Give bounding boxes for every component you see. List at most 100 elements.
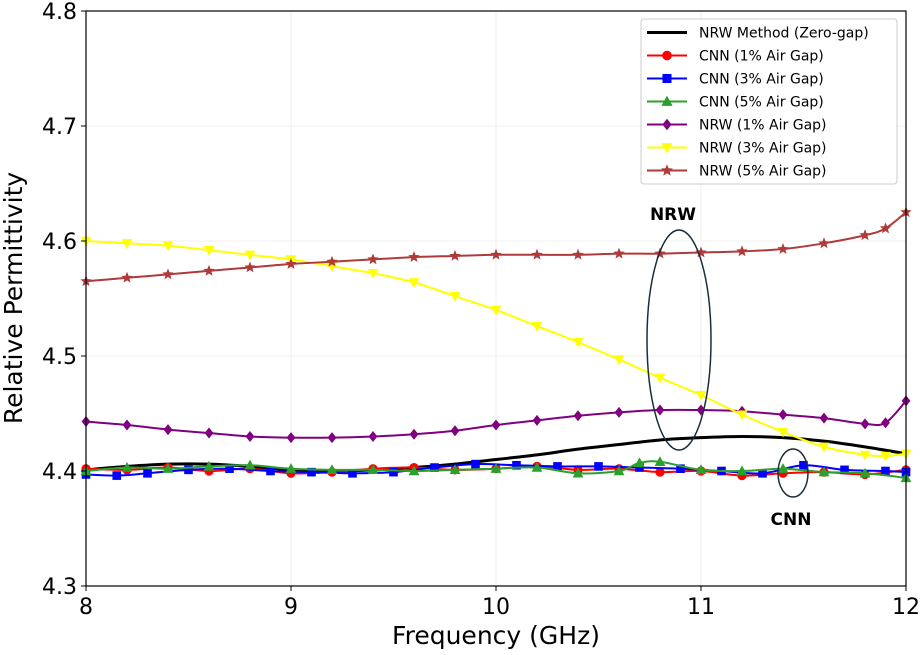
series-marker xyxy=(449,249,461,261)
series-marker xyxy=(450,425,460,437)
series-marker xyxy=(553,462,562,471)
series-marker xyxy=(184,465,193,475)
series-marker xyxy=(203,264,215,276)
series-marker xyxy=(572,467,584,478)
series-marker xyxy=(614,406,624,418)
series-marker xyxy=(491,419,501,431)
series-marker xyxy=(121,271,133,283)
series-marker xyxy=(143,469,152,478)
series-marker xyxy=(840,465,849,475)
y-tick-label: 4.8 xyxy=(42,0,77,25)
series-marker xyxy=(408,251,420,262)
series-marker xyxy=(490,463,502,473)
legend-entry: NRW (1% Air Gap) xyxy=(647,118,827,134)
annotation-nrw-label: NRW xyxy=(650,205,696,225)
legend-box xyxy=(640,18,898,185)
series-marker xyxy=(655,404,665,416)
legend-label: NRW (3% Air Gap) xyxy=(699,141,827,157)
legend-swatch-marker xyxy=(661,95,673,106)
series-marker xyxy=(860,418,870,430)
series-marker xyxy=(777,427,789,438)
series-marker xyxy=(859,467,871,478)
legend-swatch-marker xyxy=(661,164,673,176)
series-3 xyxy=(80,456,912,483)
x-tick-label: 8 xyxy=(79,595,93,620)
series-marker xyxy=(572,338,584,348)
series-marker xyxy=(244,250,256,261)
series-marker xyxy=(430,463,439,472)
series-marker xyxy=(162,268,174,280)
series-marker xyxy=(285,463,297,473)
series-line xyxy=(85,399,907,439)
y-tick-label: 4.3 xyxy=(42,575,77,600)
series-marker xyxy=(736,465,748,476)
legend-label: NRW (5% Air Gap) xyxy=(699,164,827,180)
y-tick-label: 4.4 xyxy=(42,460,77,485)
series-marker xyxy=(531,461,543,472)
series-marker xyxy=(777,243,789,254)
series-marker xyxy=(112,471,122,480)
legend-swatch-marker xyxy=(662,73,672,84)
annotation-cnn-ellipse xyxy=(777,448,809,498)
legend-entry: CNN (5% Air Gap) xyxy=(647,95,824,111)
legend-entry: NRW Method (Zero-gap) xyxy=(647,26,869,42)
series-marker xyxy=(122,419,132,431)
y-tick-label: 4.7 xyxy=(42,115,77,140)
series-marker xyxy=(244,459,256,470)
series-marker xyxy=(490,305,502,316)
legend-label: CNN (1% Air Gap) xyxy=(699,49,824,65)
series-marker xyxy=(777,463,789,473)
y-axis-label: Relative Permittivity xyxy=(0,172,28,425)
legend-swatch-marker xyxy=(661,143,673,154)
series-marker xyxy=(307,467,316,477)
series-marker xyxy=(244,261,256,273)
series-marker xyxy=(695,464,707,475)
series-line xyxy=(85,211,907,283)
x-axis-label: Frequency (GHz) xyxy=(392,621,600,650)
series-marker xyxy=(818,466,830,477)
series-marker xyxy=(654,373,666,384)
series-marker xyxy=(532,414,542,426)
series-marker xyxy=(573,410,583,422)
series-marker xyxy=(859,229,871,241)
series-marker xyxy=(408,465,420,476)
series-marker xyxy=(389,467,398,477)
series-0 xyxy=(84,435,908,473)
legend: NRW Method (Zero-gap) CNN (1% Air Gap) CNN… xyxy=(640,18,898,185)
series-marker xyxy=(327,432,337,444)
series-marker xyxy=(204,427,214,439)
y-tick-label: 4.5 xyxy=(42,345,77,370)
annotation-nrw: NRW xyxy=(646,205,712,451)
series-line xyxy=(84,435,908,473)
series-marker xyxy=(778,409,788,421)
y-tick-label: 4.6 xyxy=(42,230,77,255)
series-marker xyxy=(594,462,603,471)
series-marker xyxy=(655,467,665,477)
series-marker xyxy=(326,464,338,475)
series-marker xyxy=(634,457,645,468)
series-marker xyxy=(121,239,133,249)
legend-swatch-marker xyxy=(662,50,672,61)
x-tick-label: 11 xyxy=(687,595,715,620)
x-tick-label: 9 xyxy=(284,595,298,620)
legend-entry: CNN (3% Air Gap) xyxy=(647,72,824,88)
series-layer xyxy=(80,206,912,483)
series-marker xyxy=(203,460,215,471)
series-marker xyxy=(881,417,890,429)
legend-entry: NRW (5% Air Gap) xyxy=(647,164,827,180)
legend-swatch-marker xyxy=(662,118,672,131)
series-marker xyxy=(736,245,748,257)
series-marker xyxy=(880,451,891,462)
series-marker xyxy=(613,247,625,259)
series-marker xyxy=(676,464,685,473)
series-marker xyxy=(368,431,378,442)
series-marker xyxy=(408,278,420,288)
series-marker xyxy=(819,412,829,424)
series-marker xyxy=(285,258,297,269)
legend-entry: NRW (3% Air Gap) xyxy=(647,141,827,157)
series-marker xyxy=(654,456,666,466)
x-tick-label: 10 xyxy=(482,595,510,620)
series-marker xyxy=(818,237,830,249)
series-marker xyxy=(695,246,707,258)
